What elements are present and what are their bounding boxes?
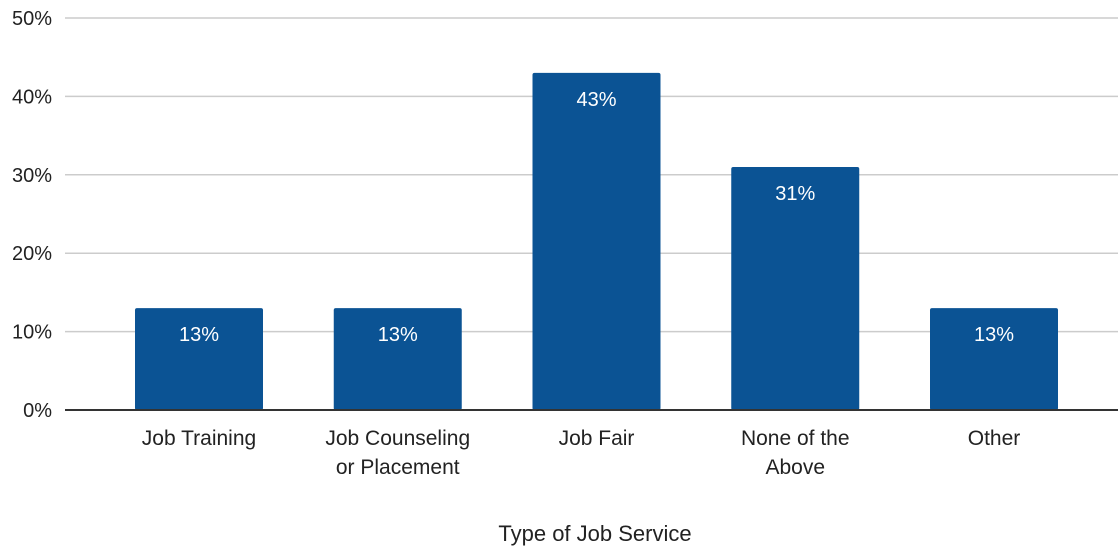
y-tick-label: 20% xyxy=(12,243,52,265)
y-axis-ticks: 0% 10% 20% 30% 40% 50% xyxy=(12,8,52,422)
bar xyxy=(731,166,860,410)
bar xyxy=(930,308,1058,410)
bar xyxy=(333,308,462,410)
x-category-label: Job Fair xyxy=(559,427,635,450)
x-category-label: Other xyxy=(968,427,1021,450)
y-tick-label: 0% xyxy=(23,400,52,422)
bar-data-label: 31% xyxy=(775,183,815,205)
y-tick-label: 30% xyxy=(12,165,52,187)
y-tick-label: 50% xyxy=(12,8,52,30)
x-axis-categories: Job Training Job Counseling or Placement Jo… xyxy=(142,427,1020,479)
bar-data-label: 13% xyxy=(974,324,1014,346)
bar-data-label: 13% xyxy=(179,324,219,346)
bar-data-label: 13% xyxy=(378,324,418,346)
x-axis-title: Type of Job Service xyxy=(498,521,691,546)
bar xyxy=(135,308,263,410)
x-category-label: Job Training xyxy=(142,427,256,450)
y-tick-label: 40% xyxy=(12,86,52,108)
bar-data-label: 43% xyxy=(576,89,616,111)
bars: 13% 13% 43% 31% 13% xyxy=(135,72,1058,410)
x-category-label: Job Counseling or Placement xyxy=(325,427,470,479)
x-category-label: None of the Above xyxy=(741,427,850,479)
bar xyxy=(532,72,661,410)
y-tick-label: 10% xyxy=(12,322,52,344)
